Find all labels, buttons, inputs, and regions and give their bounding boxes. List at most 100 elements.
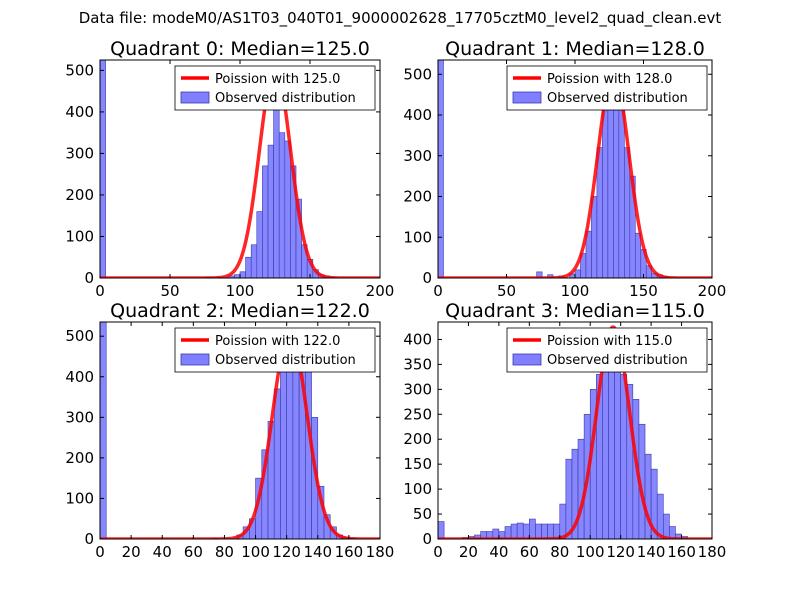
figure-title: Data file: modeM0/AS1T03_040T01_90000026… — [79, 9, 722, 28]
chart-title: Quadrant 3: Median=115.0 — [445, 300, 705, 322]
legend-label-fit: Poission with 128.0 — [547, 72, 672, 87]
x-tick-label: 0 — [95, 282, 105, 300]
plot-area — [100, 322, 380, 539]
legend-bar-marker — [180, 91, 210, 104]
histogram-bar — [574, 269, 581, 278]
y-tick-label: 100 — [65, 489, 94, 507]
x-tick-label: 20 — [122, 543, 141, 561]
y-tick-label: 300 — [65, 408, 94, 426]
y-tick-label: 0 — [422, 530, 432, 548]
y-tick-label: 500 — [403, 65, 432, 83]
histogram-bar — [100, 322, 107, 539]
chart-panel-3: 0 20 40 60 80 100 120 140 160 1800501001502002503… — [403, 300, 726, 561]
x-tick-label: 20 — [459, 543, 478, 561]
x-tick-label: 100 — [576, 543, 605, 561]
legend-label-observed: Observed distribution — [547, 91, 688, 106]
legend-label-observed: Observed distribution — [215, 91, 356, 106]
x-tick-label: 0 — [433, 282, 443, 300]
histogram-bar — [273, 103, 280, 278]
fit-curve — [438, 70, 712, 278]
histogram-bar — [529, 518, 536, 539]
y-tick-label: 400 — [65, 368, 94, 386]
histogram-bar — [541, 523, 548, 539]
x-tick-label: 100 — [241, 543, 270, 561]
x-tick-label: 80 — [215, 543, 234, 561]
y-tick-label: 400 — [403, 330, 432, 348]
histogram-bar — [547, 523, 554, 539]
histogram-bar — [602, 359, 609, 539]
x-tick-label: 0 — [95, 543, 105, 561]
x-tick-label: 120 — [606, 543, 635, 561]
chart-panel-1: 0 50 100 150 200 0 100 200 300 400 500 Quadrant 1: … — [403, 38, 726, 300]
histogram-bar — [614, 349, 621, 539]
histogram-bar — [510, 523, 518, 539]
histogram-bar — [504, 526, 512, 539]
legend: Poission with 115.0 Observed distribution — [506, 327, 708, 373]
legend: Poission with 125.0 Observed distribution — [174, 65, 376, 111]
histogram-bar — [305, 368, 312, 539]
y-tick-label: 350 — [403, 355, 432, 373]
fit-curve — [100, 330, 380, 539]
legend-label-fit: Poission with 115.0 — [547, 334, 672, 349]
legend-bar-marker — [180, 353, 210, 366]
y-tick-label: 0 — [84, 269, 94, 287]
legend-label-fit: Poission with 122.0 — [215, 334, 340, 349]
legend-label-observed: Observed distribution — [215, 353, 356, 368]
x-tick-label: 50 — [160, 282, 179, 300]
histogram-bar — [280, 360, 287, 539]
histogram-bar — [273, 388, 281, 539]
y-tick-label: 300 — [65, 144, 94, 162]
histogram-bar — [669, 526, 676, 539]
y-tick-label: 500 — [65, 327, 94, 345]
histogram-bar — [559, 503, 567, 539]
histogram-bar — [262, 165, 269, 278]
y-tick-label: 50 — [413, 505, 432, 523]
histogram-bar — [565, 458, 573, 539]
x-tick-label: 60 — [520, 543, 539, 561]
x-tick-label: 100 — [561, 282, 590, 300]
y-tick-label: 0 — [84, 530, 94, 548]
y-tick-label: 400 — [65, 103, 94, 121]
legend-label-observed: Observed distribution — [547, 353, 688, 368]
legend-bar-marker — [512, 91, 542, 104]
legend: Poission with 128.0 Observed distribution — [506, 65, 708, 111]
histogram-bar — [295, 198, 302, 278]
axes-frame — [437, 321, 713, 540]
histogram-bar — [618, 102, 625, 278]
histogram-bar — [438, 521, 445, 539]
x-tick-label: 180 — [698, 543, 727, 561]
histogram-bar — [245, 256, 252, 278]
x-tick-label: 60 — [184, 543, 203, 561]
legend-label-fit: Poission with 125.0 — [215, 72, 340, 87]
y-tick-label: 300 — [403, 380, 432, 398]
x-tick-label: 200 — [698, 282, 727, 300]
histogram-bar — [516, 522, 524, 539]
x-tick-label: 140 — [637, 543, 666, 561]
histogram-bar — [256, 211, 263, 278]
chart-title: Quadrant 1: Median=128.0 — [445, 38, 705, 60]
y-tick-label: 250 — [403, 405, 432, 423]
chart-title: Quadrant 0: Median=125.0 — [110, 38, 370, 60]
legend: Poission with 122.0 Observed distribution — [174, 327, 376, 373]
y-tick-label: 0 — [422, 269, 432, 287]
x-tick-label: 200 — [366, 282, 395, 300]
x-tick-label: 180 — [366, 543, 395, 561]
y-tick-label: 300 — [403, 147, 432, 165]
histogram-bar — [100, 60, 106, 278]
histogram-bar — [286, 344, 294, 539]
histogram-bar — [522, 523, 530, 539]
histogram-bar — [634, 232, 642, 278]
x-tick-label: 160 — [335, 543, 364, 561]
histogram-bar — [267, 144, 274, 278]
y-tick-label: 100 — [403, 480, 432, 498]
chart-panel-2: 0 20 40 60 80 100 120 140 160 1800100200300400500… — [65, 300, 394, 561]
y-tick-label: 150 — [403, 455, 432, 473]
histogram-bar — [284, 140, 291, 278]
chart-panel-0: 0 50 100 150 200 0 100 200 300 400 500 Quadrant 0: … — [65, 38, 394, 300]
histogram-bar — [278, 132, 286, 278]
x-tick-label: 50 — [497, 282, 516, 300]
y-tick-label: 100 — [65, 227, 94, 245]
axes-frame — [99, 321, 381, 540]
plot-area — [438, 60, 712, 278]
